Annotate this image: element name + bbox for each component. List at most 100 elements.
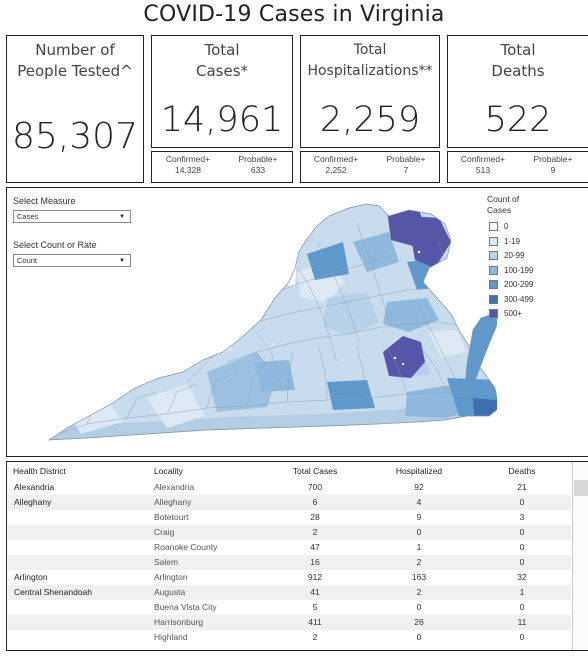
- total-hospitalizations-card: Total Hospitalizations** 2,259: [300, 35, 440, 148]
- cell-hospitalized: 0: [416, 632, 422, 642]
- cell-total-cases: 6: [312, 497, 318, 507]
- table-row[interactable]: Highland 2 0 0: [8, 630, 571, 645]
- legend-swatch: [489, 294, 498, 304]
- header-hospitalized[interactable]: Hospitalized: [395, 466, 443, 476]
- cell-total-cases: 41: [310, 587, 320, 597]
- cell-deaths: 0: [519, 527, 525, 537]
- dashboard-title: COVID-19 Cases in Virginia: [143, 2, 445, 27]
- cell-health-district: Alleghany: [14, 497, 52, 507]
- legend-label: 500+: [504, 309, 523, 318]
- table-row[interactable]: Salem 16 2 0: [8, 555, 571, 570]
- map-panel: Select Measure Cases ▼ Select Count or R…: [6, 187, 588, 457]
- legend-label: 100-199: [504, 265, 534, 275]
- table-row[interactable]: Alleghany Alleghany 6 4 0: [8, 495, 571, 510]
- measure-dropdown[interactable]: Cases ▼: [13, 210, 131, 223]
- cell-locality: Arlington: [154, 572, 188, 582]
- total-deaths-label: Total Deaths: [491, 41, 545, 80]
- cases-probable-value: 633: [250, 165, 266, 175]
- cases-confirmed-value: 14,328: [175, 165, 201, 175]
- legend-label: 1-19: [504, 236, 521, 246]
- cases-confirmed-label: Confirmed+: [165, 154, 211, 164]
- cell-hospitalized: 0: [416, 527, 422, 537]
- cell-deaths: 3: [519, 512, 525, 522]
- legend-label: 200-299: [504, 280, 534, 289]
- table-row[interactable]: Botetourt 28 9 3: [8, 510, 571, 525]
- legend-title-line1: Count of: [487, 194, 520, 204]
- cell-locality: Buena Vista City: [154, 602, 217, 612]
- cell-hospitalized: 163: [411, 572, 427, 582]
- legend-label: 0: [504, 222, 509, 231]
- cell-total-cases: 2: [312, 632, 318, 642]
- legend-swatch: [489, 236, 498, 246]
- cell-locality: Botetourt: [154, 512, 189, 522]
- people-tested-label: Number of People Tested^: [17, 41, 133, 80]
- cell-hospitalized: 2: [416, 557, 422, 567]
- total-hospitalizations-value: 2,259: [319, 100, 421, 140]
- cases-probable-label: Probable+: [238, 154, 278, 164]
- table-row[interactable]: Buena Vista City 5 0 0: [8, 600, 571, 615]
- table-row[interactable]: Central Shenandoah Augusta 41 2 1: [8, 585, 571, 600]
- cell-hospitalized: 1: [416, 542, 422, 552]
- legend-swatch: [489, 265, 498, 275]
- legend-label: 300-499: [504, 294, 534, 304]
- chevron-down-icon: ▼: [119, 258, 125, 264]
- deaths-probable-value: 9: [550, 165, 556, 175]
- cell-health-district: Arlington: [14, 572, 48, 582]
- cell-total-cases: 5: [312, 602, 318, 612]
- hosp-confirmed-value: 2,252: [325, 165, 347, 175]
- legend-title-line2: Cases: [487, 205, 512, 215]
- cases-by-locality-table: Health District Locality Total Cases Hos…: [6, 461, 588, 651]
- cell-deaths: 32: [517, 572, 527, 582]
- legend-swatch: [489, 280, 498, 289]
- table-row[interactable]: Arlington Arlington 912 163 32: [8, 570, 571, 585]
- header-health-district[interactable]: Health District: [13, 466, 66, 476]
- table-scrollbar[interactable]: [572, 462, 588, 650]
- hosp-probable-label: Probable+: [386, 154, 426, 164]
- cell-locality: Harrisonburg: [154, 617, 204, 627]
- select-count-label: Select Count or Rate: [13, 240, 97, 250]
- cell-locality: Alleghany: [154, 497, 192, 507]
- total-deaths-value: 522: [484, 100, 552, 140]
- count-rate-dropdown-value: Count: [17, 256, 38, 265]
- cell-hospitalized: 26: [414, 617, 424, 627]
- table-row[interactable]: Alexandria Alexandria 700 92 21: [8, 480, 571, 495]
- scrollbar-thumb[interactable]: [574, 480, 588, 496]
- hosp-probable-value: 7: [403, 165, 409, 175]
- cell-locality: Augusta: [154, 587, 186, 597]
- cell-total-cases: 2: [312, 527, 318, 537]
- cell-total-cases: 28: [310, 512, 320, 522]
- cell-deaths: 0: [519, 497, 525, 507]
- table-row[interactable]: Craig 2 0 0: [8, 525, 571, 540]
- table-row[interactable]: Harrisonburg 411 26 11: [8, 615, 571, 630]
- header-locality[interactable]: Locality: [154, 466, 183, 476]
- cell-deaths: 0: [519, 542, 525, 552]
- hospitalizations-breakdown: Confirmed+ 2,252 Probable+ 7: [300, 151, 440, 183]
- cell-hospitalized: 0: [416, 602, 422, 612]
- legend-swatch: [489, 309, 498, 318]
- table-row[interactable]: Roanoke County 47 1 0: [8, 540, 571, 555]
- deaths-confirmed-label: Confirmed+: [460, 154, 506, 164]
- people-tested-card: Number of People Tested^ 85,307: [6, 35, 144, 183]
- total-cases-card: Total Cases* 14,961: [151, 35, 293, 148]
- cell-hospitalized: 9: [416, 512, 422, 522]
- header-deaths[interactable]: Deaths: [508, 466, 536, 476]
- cell-deaths: 1: [519, 587, 525, 597]
- deaths-confirmed-value: 513: [475, 165, 491, 175]
- legend-swatch: [489, 222, 498, 231]
- select-measure-label: Select Measure: [13, 196, 76, 206]
- cell-locality: Salem: [154, 557, 179, 567]
- virginia-choropleth-map[interactable]: [27, 202, 497, 454]
- cell-locality: Craig: [154, 527, 175, 537]
- count-rate-dropdown[interactable]: Count ▼: [13, 254, 131, 267]
- cell-deaths: 21: [517, 482, 527, 492]
- cell-total-cases: 411: [308, 617, 322, 627]
- cell-deaths: 0: [519, 557, 525, 567]
- cell-deaths: 0: [519, 632, 525, 642]
- cell-locality: Alexandria: [154, 482, 195, 492]
- header-total-cases[interactable]: Total Cases: [292, 466, 338, 476]
- cell-total-cases: 700: [307, 482, 323, 492]
- legend-label: 20-99: [504, 251, 525, 260]
- cell-locality: Roanoke County: [154, 542, 218, 552]
- measure-dropdown-value: Cases: [17, 212, 39, 221]
- legend-title: Count of Cases: [487, 194, 519, 216]
